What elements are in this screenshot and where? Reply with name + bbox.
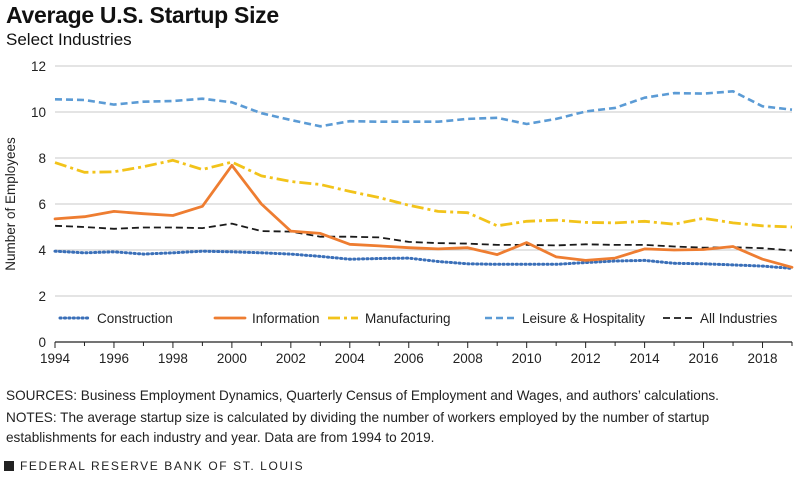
series-line-construction: [53, 249, 794, 270]
x-tick-label: 2000: [217, 351, 247, 366]
publisher-footer: FEDERAL RESERVE BANK OF ST. LOUIS: [4, 459, 304, 473]
square-icon: [4, 461, 14, 471]
y-tick-label: 8: [38, 151, 46, 166]
x-tick-label: 2006: [394, 351, 424, 366]
series-line-manufacturing: [54, 158, 793, 229]
y-axis-label: Number of Employees: [3, 137, 18, 271]
series-lines: [53, 90, 794, 270]
x-tick-label: 2016: [689, 351, 719, 366]
x-tick-label: 1994: [40, 351, 71, 366]
x-tick-label: 2012: [571, 351, 601, 366]
x-tick-label: 2014: [630, 351, 661, 366]
series-line-leisure-hospitality: [54, 90, 793, 128]
legend-label-all-industries: All Industries: [700, 311, 778, 326]
legend-label-information: Information: [252, 311, 320, 326]
x-tick-label: 2002: [276, 351, 306, 366]
x-tick-label: 2010: [512, 351, 542, 366]
axes: 0 2 4 6 8 10 12 1994 1996 1998 2000 2002 2004 2006 200…: [31, 59, 793, 366]
x-tick-label: 2004: [335, 351, 366, 366]
legend-label-leisure-hospitality: Leisure & Hospitality: [522, 311, 645, 326]
chart-subtitle: Select Industries: [6, 30, 132, 49]
x-tick-label: 2018: [747, 351, 777, 366]
series-line-all-industries: [54, 222, 793, 252]
y-tick-label: 4: [38, 243, 46, 258]
legend: Construction Information Manufacturing Leis…: [58, 311, 778, 326]
y-tick-label: 10: [31, 105, 46, 120]
line-chart: 0 2 4 6 8 10 12 1994 1996 1998 2000 2002 2004 2006 200…: [3, 59, 794, 366]
chart-title: Average U.S. Startup Size: [6, 2, 279, 28]
legend-label-manufacturing: Manufacturing: [365, 311, 451, 326]
legend-label-construction: Construction: [97, 311, 173, 326]
x-tick-label: 1998: [158, 351, 188, 366]
y-tick-label: 0: [38, 335, 46, 350]
publisher-name: FEDERAL RESERVE BANK OF ST. LOUIS: [20, 459, 305, 473]
y-tick-label: 6: [38, 197, 46, 212]
sources-note: SOURCES: Business Employment Dynamics, Q…: [6, 388, 719, 403]
y-tick-label: 12: [31, 59, 46, 74]
notes-note: NOTES: The average startup size is calcu…: [6, 410, 710, 445]
series-line-information: [53, 164, 794, 269]
y-tick-label: 2: [38, 289, 46, 304]
x-tick-label: 2008: [453, 351, 483, 366]
x-tick-label: 1996: [99, 351, 129, 366]
